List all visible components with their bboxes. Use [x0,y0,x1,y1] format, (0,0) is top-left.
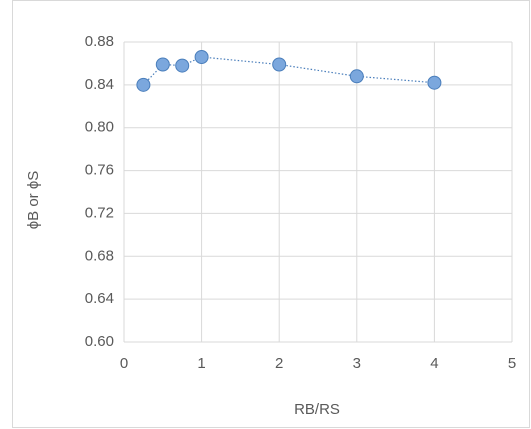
y-tick-label: 0.72 [85,204,114,221]
x-tick-label: 0 [120,355,128,372]
x-tick-label: 3 [353,355,361,372]
y-tick-label: 0.68 [85,247,114,264]
x-axis-label: RB/RS [294,401,340,418]
y-axis-label: ϕB or ϕS [25,171,42,229]
x-tick-label: 5 [508,355,516,372]
y-tick-label: 0.88 [85,33,114,50]
marker [349,69,364,84]
y-tick-label: 0.60 [85,333,114,350]
marker [272,57,287,72]
y-tick-label: 0.80 [85,119,114,136]
marker [155,57,170,72]
y-tick-label: 0.64 [85,290,114,307]
x-tick-label: 2 [275,355,283,372]
marker [194,50,209,64]
marker [427,75,442,90]
x-tick-label: 4 [430,355,438,372]
chart-frame [12,0,530,428]
marker [175,58,190,73]
marker [136,77,151,92]
y-tick-label: 0.84 [85,76,114,93]
y-tick-label: 0.76 [85,162,114,179]
x-tick-label: 1 [197,355,205,372]
